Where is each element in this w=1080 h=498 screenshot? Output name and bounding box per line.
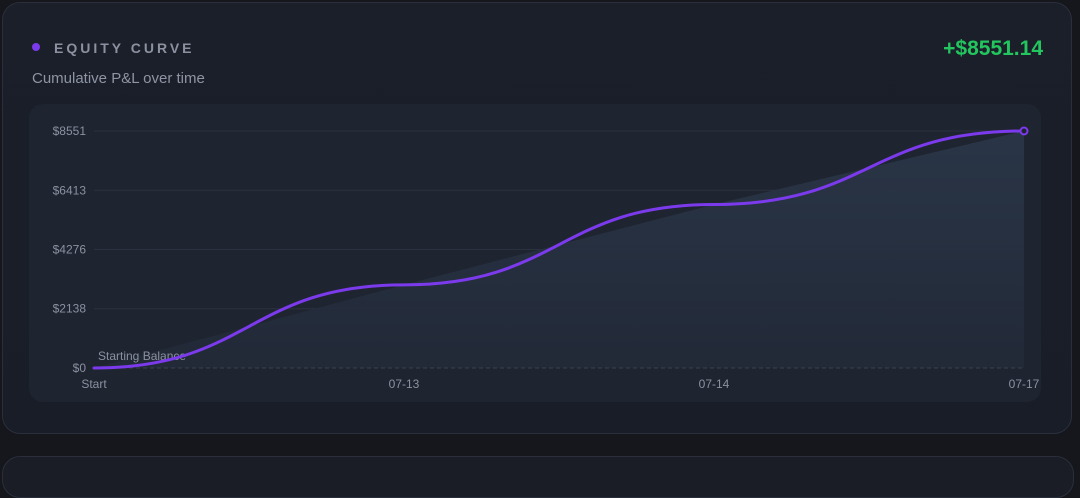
chart-title: EQUITY CURVE <box>54 40 195 56</box>
y-tick-label: $0 <box>73 361 87 375</box>
x-tick-label: 07-14 <box>699 377 730 391</box>
baseline-label: Starting Balance <box>98 349 186 363</box>
equity-area <box>94 130 1024 368</box>
equity-chart: Starting Balance $0$2138$4276$6413$8551 … <box>53 124 1040 391</box>
total-pnl-value: +$8551.14 <box>943 37 1043 60</box>
y-tick-label: $8551 <box>53 124 87 138</box>
y-tick-label: $6413 <box>53 183 87 197</box>
x-tick-label: 07-17 <box>1009 377 1040 391</box>
y-tick-label: $2138 <box>53 302 87 316</box>
x-tick-label: Start <box>81 377 107 391</box>
accent-dot-icon <box>32 43 40 51</box>
data-point-end <box>1019 126 1029 136</box>
x-tick-label: 07-13 <box>389 377 420 391</box>
y-tick-label: $4276 <box>53 242 87 256</box>
equity-line <box>92 129 1026 370</box>
next-card-edge <box>2 456 1074 498</box>
chart-subtitle: Cumulative P&L over time <box>32 70 205 87</box>
